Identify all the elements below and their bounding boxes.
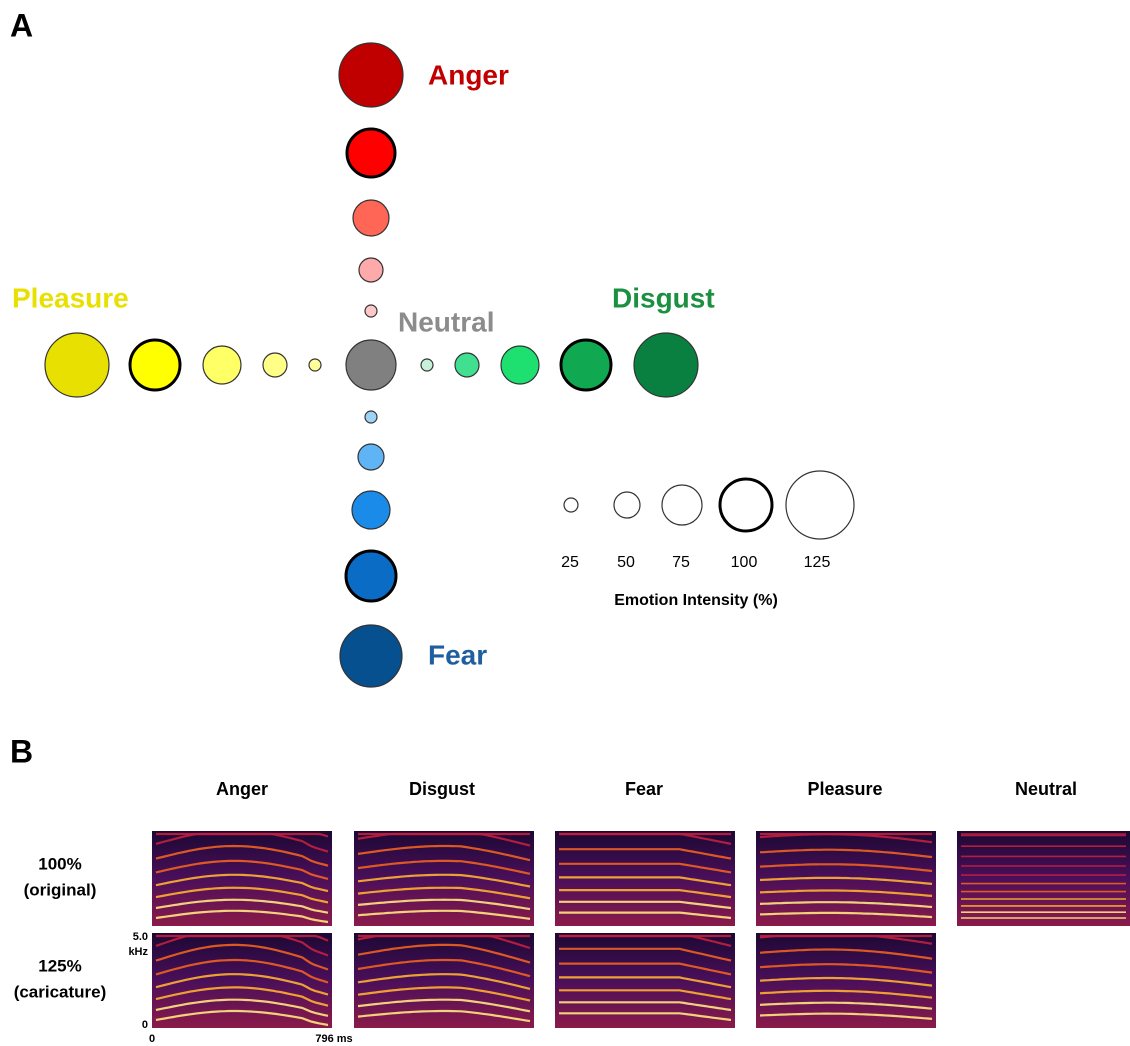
harmonic: [759, 889, 933, 897]
fear-label: Fear: [428, 639, 487, 670]
harmonic: [155, 886, 329, 904]
harmonic: [357, 844, 531, 862]
harmonic: [559, 911, 732, 920]
harmonic: [155, 1009, 329, 1027]
harmonic: [155, 909, 329, 924]
fear-circles: [339, 410, 403, 688]
column-header: Neutral: [1015, 779, 1077, 799]
harmonic: [155, 943, 329, 971]
harmonic: [759, 911, 933, 919]
legend-title: Emotion Intensity (%): [614, 592, 778, 609]
panel-label: B: [10, 733, 33, 769]
harmonic: [759, 963, 933, 974]
harmonic: [759, 901, 933, 909]
harmonic: [155, 973, 329, 996]
harmonic: [156, 934, 329, 942]
legend-size: 50: [617, 554, 635, 571]
harmonic: [155, 998, 329, 1017]
harmonic: [357, 1009, 531, 1023]
disgust-label: Disgust: [612, 282, 715, 313]
harmonic: [357, 958, 531, 978]
legend-size: 75: [672, 554, 690, 571]
row-percent: 125%: [38, 956, 81, 975]
harmonic: [155, 986, 329, 1007]
legend-size: 125: [804, 554, 831, 571]
row-description: (caricature): [14, 982, 107, 1001]
harmonic: [559, 947, 732, 962]
spectrogram: [354, 933, 534, 1028]
harmonic: [559, 1001, 732, 1012]
harmonic: [759, 863, 933, 873]
harmonic: [759, 848, 933, 859]
harmonic: [357, 943, 531, 964]
harmonic: [759, 1012, 933, 1020]
harmonic: [357, 886, 531, 900]
harmonic: [759, 989, 933, 999]
size-legend: [563, 470, 855, 540]
harmonic: [759, 1001, 933, 1010]
harmonic: [357, 898, 531, 911]
harmonic: [559, 962, 732, 976]
harmonic: [357, 973, 531, 990]
harmonic: [559, 900, 732, 910]
column-header: Disgust: [409, 779, 475, 799]
harmonic: [155, 873, 329, 893]
axis-label: 0: [149, 1033, 155, 1045]
harmonic: [155, 958, 329, 984]
harmonic: [559, 976, 732, 989]
disgust-circles: [420, 332, 699, 398]
harmonic: [155, 898, 329, 914]
axis-label: kHz: [128, 946, 148, 958]
harmonic: [559, 989, 732, 1001]
panel-label: A: [10, 7, 33, 43]
row-percent: 100%: [38, 854, 81, 873]
anger-circles: [338, 42, 404, 318]
neutral-label: Neutral: [398, 306, 494, 337]
row-description: (original): [24, 880, 97, 899]
harmonic: [559, 1012, 732, 1022]
column-header: Fear: [625, 779, 663, 799]
harmonic: [155, 859, 329, 880]
legend-size: 25: [561, 554, 579, 571]
harmonic: [357, 998, 531, 1013]
pleasure-circles: [44, 332, 322, 398]
axis-label: 796 ms: [315, 1033, 352, 1045]
column-header: Pleasure: [807, 779, 882, 799]
harmonic: [759, 976, 933, 987]
axis-label: 0: [142, 1019, 148, 1031]
harmonic: [559, 876, 732, 887]
harmonic: [559, 889, 732, 899]
harmonic: [357, 873, 531, 888]
legend-size: 100: [731, 554, 758, 571]
harmonic: [357, 986, 531, 1002]
harmonic: [559, 862, 732, 874]
harmonic: [759, 876, 933, 885]
harmonic: [156, 832, 329, 838]
column-header: Anger: [216, 779, 268, 799]
harmonic: [357, 859, 531, 875]
pleasure-label: Pleasure: [12, 282, 129, 313]
neutral-circle: [345, 339, 397, 391]
harmonic: [155, 844, 329, 867]
harmonic: [357, 909, 531, 920]
spectrograms: [152, 831, 1130, 1028]
harmonic: [759, 948, 933, 960]
axis-label: 5.0: [133, 931, 148, 943]
harmonic: [559, 848, 732, 860]
anger-label: Anger: [428, 59, 509, 90]
